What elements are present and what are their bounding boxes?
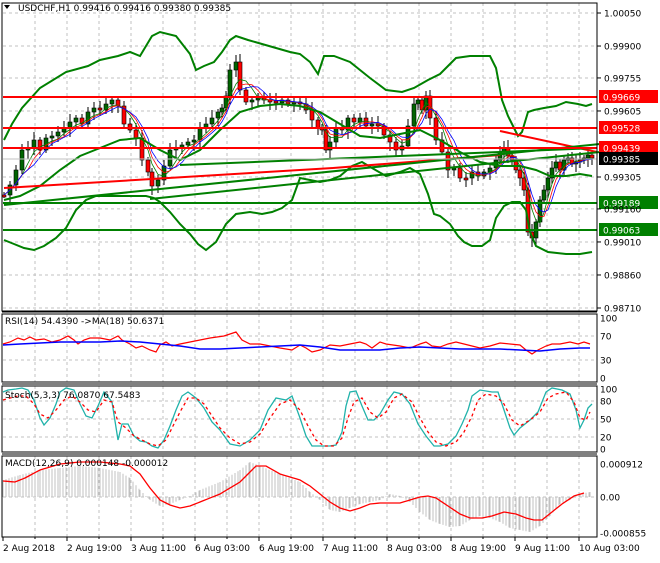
rsi-panel[interactable]: RSI(14) 54.4390 ->MA(18) 50.6371 [2, 314, 597, 382]
svg-text:0.99669: 0.99669 [603, 94, 640, 104]
price-tick-label: 0.99755 [604, 74, 641, 84]
indicator-tick-label: -0.000855 [600, 530, 646, 540]
price-grid [3, 3, 597, 311]
time-tick-label: 7 Aug 11:00 [323, 544, 378, 554]
stochastic-title: Stoch(5,3,3) 76.0870 67.5483 [5, 391, 140, 401]
time-axis[interactable]: 2 Aug 2018 2 Aug 19:00 3 Aug 11:00 6 Aug 03… [2, 537, 640, 554]
indicator-tick-label: 0 [600, 375, 606, 385]
time-tick-label: 8 Aug 19:00 [451, 544, 506, 554]
price-tick-label: 0.98710 [604, 305, 641, 315]
time-tick-label: 3 Aug 11:00 [131, 544, 186, 554]
svg-text:0.99063: 0.99063 [603, 227, 640, 237]
time-tick-label: 6 Aug 19:00 [259, 544, 314, 554]
resistance-price-marker: 0.99528 [599, 121, 658, 135]
price-tick-label: 1.00050 [604, 10, 641, 20]
indicator-tick-label: 20 [600, 434, 612, 444]
macd-panel[interactable]: MACD(12,26,9) 0.000148 -0.000012 [2, 456, 597, 537]
time-tick-label: 2 Aug 19:00 [67, 544, 122, 554]
macd-series [2, 461, 591, 532]
time-tick-label: 8 Aug 03:00 [387, 544, 442, 554]
price-tick-label: 0.99900 [604, 43, 641, 53]
indicator-tick-label: 50 [600, 416, 612, 426]
stochastic-series [2, 387, 593, 449]
svg-text:0.99189: 0.99189 [603, 200, 640, 210]
svg-text:0.99528: 0.99528 [603, 125, 640, 135]
time-tick-label: 9 Aug 11:00 [515, 544, 570, 554]
indicator-tick-label: 100 [600, 386, 617, 396]
price-tick-label: 0.99160 [604, 205, 641, 215]
time-tick-label: 10 Aug 03:00 [579, 544, 640, 554]
support-price-marker: 0.99063 [599, 223, 658, 237]
stochastic-panel[interactable]: Stoch(5,3,3) 76.0870 67.5483 [2, 386, 597, 452]
collapse-triangle-icon[interactable] [4, 5, 10, 9]
indicator-tick-label: 0.000912 [600, 461, 643, 471]
time-tick-label: 2 Aug 2018 [3, 544, 55, 554]
support-price-marker: 0.99189 [599, 196, 658, 210]
current-price-marker: 0.99385 [599, 152, 658, 166]
price-chart-panel[interactable]: USDCHF,H1 0.99416 0.99416 0.99380 0.9938… [1, 3, 601, 311]
panel-frames [1, 2, 598, 538]
time-tick-label: 6 Aug 03:00 [195, 544, 250, 554]
resistance-price-marker: 0.99439 [599, 141, 658, 155]
svg-text:0.99385: 0.99385 [603, 156, 640, 166]
price-tick-label: 0.99010 [604, 238, 641, 248]
resistance-price-marker: 0.99669 [599, 90, 658, 104]
svg-text:0.99439: 0.99439 [603, 145, 640, 155]
rsi-grid [3, 314, 597, 382]
indicator-tick-label: 100 [600, 315, 617, 325]
macd-title: MACD(12,26,9) 0.000148 -0.000012 [5, 459, 168, 469]
horizontal-levels[interactable] [3, 96, 597, 231]
indicator-tick-label: 0 [600, 446, 606, 456]
indicator-tick-label: 0.00 [600, 494, 620, 504]
rsi-title: RSI(14) 54.4390 ->MA(18) 50.6371 [5, 317, 164, 327]
chart-title: USDCHF,H1 0.99416 0.99416 0.99380 0.9938… [18, 4, 231, 14]
indicator-tick-label: 80 [600, 398, 612, 408]
price-tick-label: 0.99305 [604, 174, 641, 184]
price-tick-label: 0.99605 [604, 107, 641, 117]
price-tick-label: 0.98860 [604, 271, 641, 281]
indicator-tick-label: 30 [600, 357, 612, 367]
indicator-tick-label: 70 [600, 333, 612, 343]
rsi-series [2, 331, 591, 355]
